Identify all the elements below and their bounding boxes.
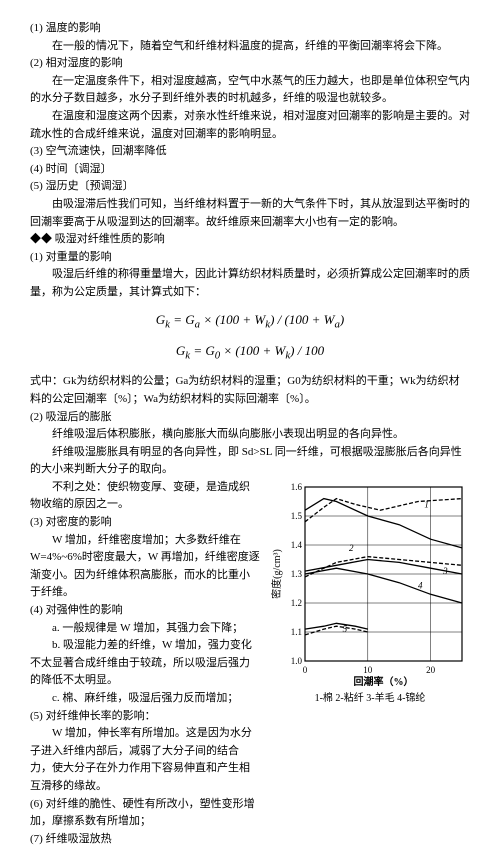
para-5: 在温度和湿度这两个因素，对亲水性纤维来说，相对湿度对回潮率的影响是主要的。对疏水… <box>30 108 470 143</box>
svg-text:10: 10 <box>363 665 373 675</box>
item-wt: (1) 对重量的影响 <box>30 249 470 267</box>
para-22: b. 吸湿能力差的纤维，W 增加，强力变化不太显著合成纤维由于较疏，所以吸湿后强… <box>30 637 260 690</box>
formula-2: Gk = G0 × (100 + Wk) / 100 <box>30 341 470 365</box>
formula-1: Gk = Ga × (100 + Wk) / (100 + Wa) <box>30 310 470 334</box>
item-7: (7) 纤维吸湿放热 <box>30 831 260 849</box>
svg-text:1.1: 1.1 <box>291 627 302 637</box>
svg-text:1.2: 1.2 <box>291 598 302 608</box>
svg-text:20: 20 <box>426 665 436 675</box>
svg-text:5: 5 <box>343 624 348 634</box>
para-16: 纤维吸湿膨胀具有明显的各向异性，即 Sd>SL 同一纤维，可根据吸湿膨胀后各向异… <box>30 444 470 479</box>
svg-text:1.3: 1.3 <box>291 569 303 579</box>
para-12: 吸湿后纤维的称得重量增大，因此计算纺织材料质量时，必须折算成公定回潮率时的质量，… <box>30 266 470 301</box>
para-21: a. 一般规律是 W 增加，其强力会下降； <box>30 620 260 638</box>
para-9: 由吸湿滞后性我们可知，当纤维材料置于一新的大气条件下时，其从放湿到达平衡时的回潮… <box>30 196 470 231</box>
para-15: 纤维吸湿后体积膨胀，横向膨胀大而纵向膨胀小表现出明显的各向异性。 <box>30 426 470 444</box>
item-1: (1) 温度的影响 <box>30 20 470 38</box>
para-19: W 增加，纤维密度增加；大多数纤维在 W=4%~6%时密度最大，W 再增加，纤维… <box>30 532 260 602</box>
svg-text:1.5: 1.5 <box>291 511 303 521</box>
svg-text:0: 0 <box>303 665 308 675</box>
svg-text:1: 1 <box>424 499 429 509</box>
svg-text:回潮率（%）: 回潮率（%） <box>354 675 414 688</box>
svg-text:2: 2 <box>349 543 354 553</box>
para-23: c. 棉、麻纤维，吸湿后强力反而增加； <box>30 690 260 708</box>
svg-text:1.4: 1.4 <box>291 540 303 550</box>
item-swell: (2) 吸湿后的膨胀 <box>30 409 470 427</box>
item-5: (5) 湿历史〔预调湿〕 <box>30 178 470 196</box>
item-3: (3) 空气流速快，回潮率降低 <box>30 143 470 161</box>
chart-caption: 1-棉 2-粘纤 3-羊毛 4-锦纶 <box>270 691 470 707</box>
section-header: ◆◆ 吸湿对纤维性质的影响 <box>30 231 470 249</box>
svg-text:4: 4 <box>418 580 423 590</box>
item-4: (4) 时间〔调湿〕 <box>30 161 470 179</box>
item-2: (2) 相对湿度的影响 <box>30 55 470 73</box>
svg-text:1.6: 1.6 <box>291 482 303 492</box>
item-6: (6) 对纤维的脆性、硬性有所改小，塑性变形增加，摩擦系数有所增加； <box>30 796 260 831</box>
para-13: 式中：Gk为纺织材料的公量；Ga为纺织材料的湿重；G0为纺织材料的干重；Wk为纺… <box>30 373 470 408</box>
svg-text:1.0: 1.0 <box>291 656 303 666</box>
item-density: (3) 对密度的影响 <box>30 514 260 532</box>
para-25: W 增加，伸长率有所增加。这是因为水分子进入纤维内部后，减弱了大分子间的结合力，… <box>30 725 260 795</box>
para-2: 在一般的情况下，随着空气和纤维材料温度的提高，纤维的平衡回潮率将会下降。 <box>30 38 470 56</box>
svg-text:3: 3 <box>442 566 448 576</box>
para-17: 不利之处：使织物变厚、变硬，是造成织物收缩的原因之一。 <box>30 479 260 514</box>
item-strength: (4) 对强伸性的影响 <box>30 602 260 620</box>
density-chart: 1.0 1.1 1.2 1.3 1.4 1.5 1.6 0 10 20 1 2 3 4 5 回潮率（%） 密度(… <box>270 479 470 689</box>
svg-text:密度(g/cm³): 密度(g/cm³) <box>270 549 283 599</box>
item-elong: (5) 对纤维伸长率的影响： <box>30 708 260 726</box>
para-4: 在一定温度条件下，相对湿度越高，空气中水蒸气的压力越大，也即是单位体积空气内的水… <box>30 73 470 108</box>
